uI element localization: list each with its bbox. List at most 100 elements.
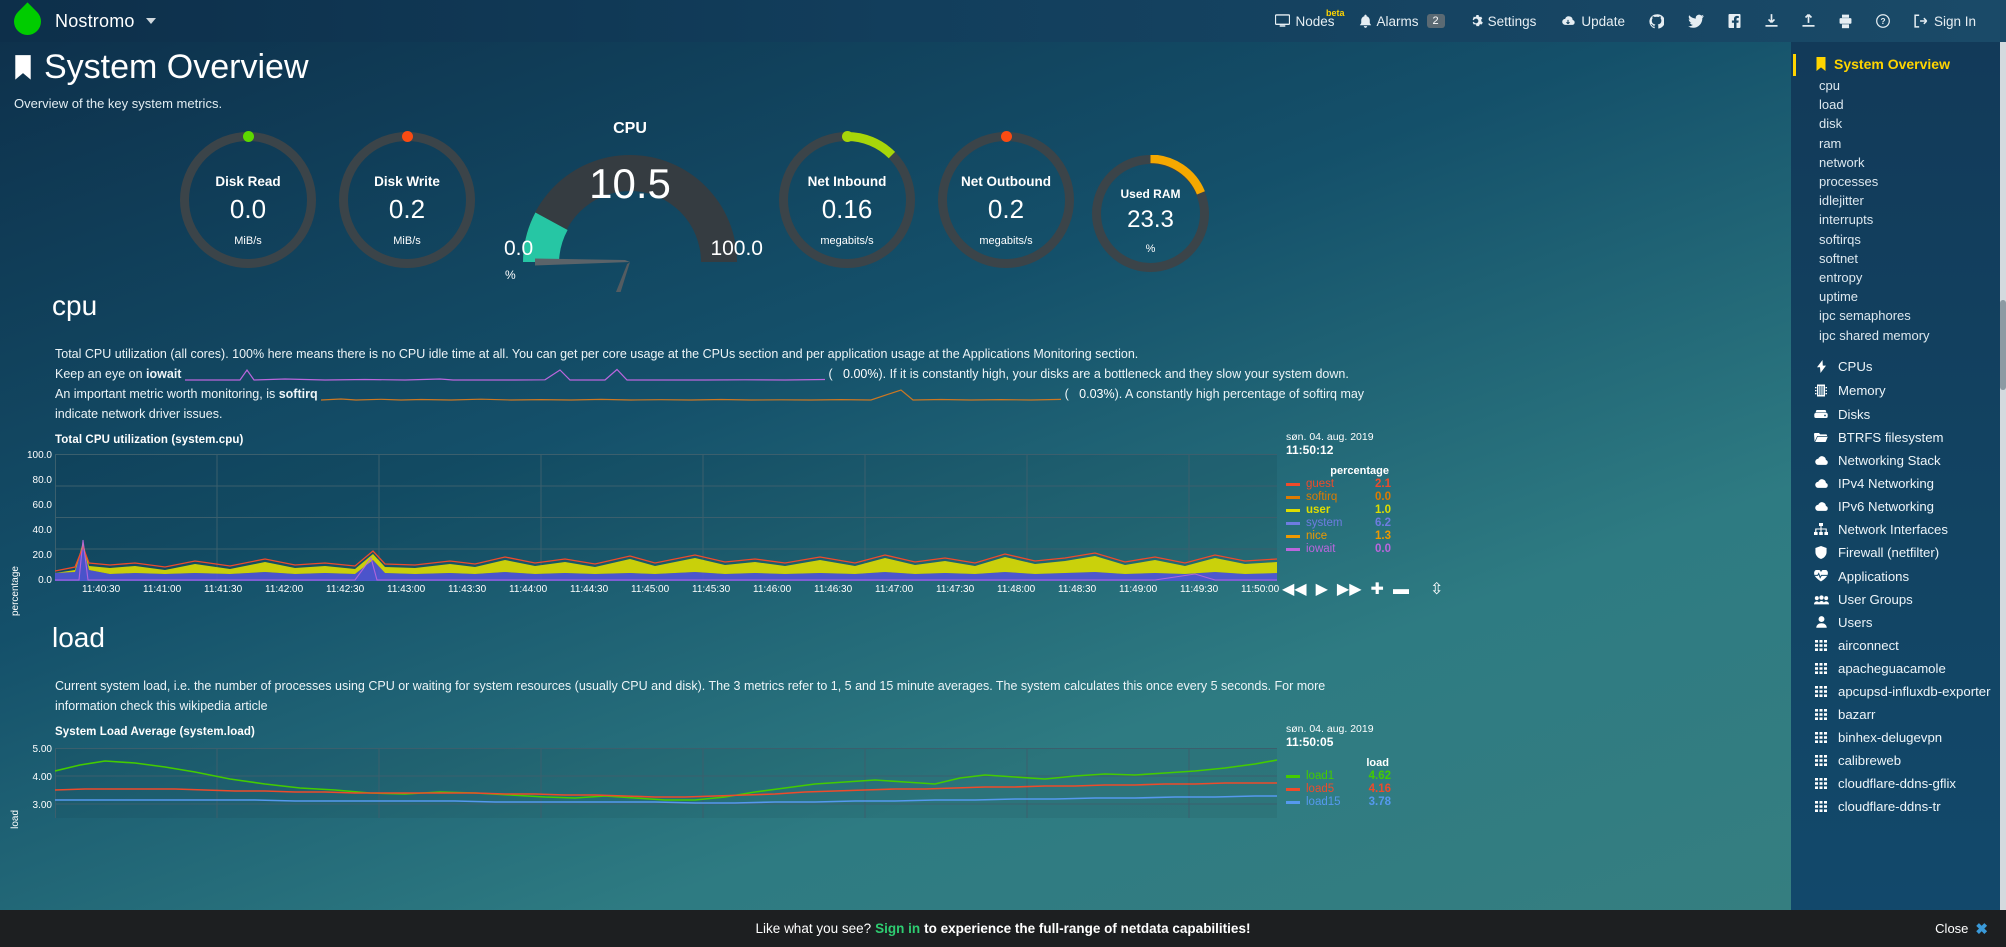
x-tick-13: 11:47:00 <box>875 584 914 595</box>
sidebar-item-users[interactable]: Users <box>1791 612 2006 635</box>
sidebar-item-entropy[interactable]: entropy <box>1819 270 1863 286</box>
sidebar-section-system-overview[interactable]: System Overview <box>1793 54 2006 76</box>
sidebar-item-softnet[interactable]: softnet <box>1819 250 1859 266</box>
sidebar-item-softirqs[interactable]: softirqs <box>1819 231 1861 247</box>
sidebar-item-ram[interactable]: ram <box>1819 135 1842 151</box>
legend-item-load5[interactable]: load5 4.16 <box>1286 783 1391 795</box>
nav-item-export[interactable] <box>1790 10 1827 33</box>
sidebar-item-network-interfaces[interactable]: Network Interfaces <box>1791 519 2006 542</box>
nav-item-nodes[interactable]: Nodes beta <box>1263 8 1346 33</box>
nav-item-twitter[interactable] <box>1676 10 1716 32</box>
legend-name: nice <box>1306 530 1328 542</box>
sidebar-item-ipc-shared-memory[interactable]: ipc shared memory <box>1819 327 1930 343</box>
sidebar-item-idlejitter[interactable]: idlejitter <box>1819 193 1864 209</box>
sidebar-item-networking-stack[interactable]: Networking Stack <box>1791 450 2006 473</box>
sidebar-item-cpu[interactable]: cpu <box>1819 78 1840 93</box>
gauge-net-inbound[interactable]: Net Inbound 0.16 megabits/s <box>779 131 915 268</box>
banner-signin-link[interactable]: Sign in <box>875 921 921 936</box>
sidebar-item-disk[interactable]: disk <box>1819 116 1843 132</box>
gauge-title: Net Inbound <box>807 174 887 189</box>
nav-item-help[interactable]: ? <box>1864 10 1902 32</box>
sidebar-item-binhex-delugevpn[interactable]: binhex-delugevpn <box>1791 727 2006 750</box>
sidebar-item-cpus[interactable]: CPUs <box>1791 356 2006 380</box>
nav-item-settings[interactable]: Settings <box>1457 10 1549 33</box>
nav-item-facebook[interactable] <box>1716 10 1753 32</box>
forward-icon[interactable]: ▶▶ <box>1336 581 1362 598</box>
legend-item-user[interactable]: user 1.0 <box>1286 504 1391 516</box>
iowait-sparkline <box>184 368 825 381</box>
sidebar-scrollbar-track[interactable] <box>2000 42 2006 947</box>
sidebar-item-label: Network Interfaces <box>1838 521 1948 537</box>
sidebar-item-airconnect[interactable]: airconnect <box>1791 635 2006 658</box>
sidebar-inner: System Overview cpu load disk ram networ… <box>1791 42 2006 819</box>
close-icon[interactable]: ✖ <box>1975 920 1988 938</box>
banner-close-button[interactable]: Close ✖ <box>1935 920 1988 938</box>
rewind-icon[interactable]: ◀◀ <box>1282 581 1307 598</box>
brand[interactable]: Nostromo <box>0 1 156 41</box>
sidebar-item-apacheguacamole[interactable]: apacheguacamole <box>1791 658 2006 681</box>
sidebar-item-ipv6-networking[interactable]: IPv6 Networking <box>1791 496 2006 519</box>
chart-system-load[interactable]: System Load Average (system.load) load 5… <box>0 723 1395 846</box>
legend-item-iowait[interactable]: iowait 0.0 <box>1286 543 1391 555</box>
nav-item-import[interactable] <box>1753 10 1790 33</box>
gauge-disk-write[interactable]: Disk Write 0.2 MiB/s <box>339 131 475 268</box>
page-title: System Overview <box>44 48 309 86</box>
sidebar-item-ipc-semaphores[interactable]: ipc semaphores <box>1819 308 1911 324</box>
th-icon <box>1813 777 1829 793</box>
chart-plot-area[interactable] <box>55 454 1277 581</box>
legend-item-softirq[interactable]: softirq 0.0 <box>1286 491 1391 503</box>
sidebar-scrollbar-thumb[interactable] <box>2000 300 2006 390</box>
sidebar-item-interrupts[interactable]: interrupts <box>1819 212 1874 228</box>
bell-icon <box>1359 14 1371 28</box>
play-icon[interactable]: ▶ <box>1315 581 1328 598</box>
legend-item-load1[interactable]: load1 4.62 <box>1286 770 1391 782</box>
chart-system-cpu[interactable]: Total CPU utilization (system.cpu) perce… <box>0 431 1443 616</box>
legend-item-guest[interactable]: guest 2.1 <box>1286 478 1391 490</box>
gauge-used-ram[interactable]: Used RAM 23.3 % <box>1092 155 1209 272</box>
resize-icon[interactable]: ⇳ <box>1429 581 1444 598</box>
sidebar-item-cloudflare-ddns-gflix[interactable]: cloudflare-ddns-gflix <box>1791 773 2006 796</box>
legend-item-system[interactable]: system 6.2 <box>1286 517 1391 529</box>
nav-item-update[interactable]: Update <box>1548 10 1637 33</box>
cpu-info-2-post: ). If it is constantly high, your disks … <box>878 367 1349 381</box>
nav-item-github[interactable] <box>1637 10 1676 33</box>
nav-item-signin[interactable]: Sign In <box>1902 10 1988 33</box>
sidebar-item-uptime[interactable]: uptime <box>1819 289 1859 305</box>
sidebar-item-disks[interactable]: Disks <box>1791 404 2006 427</box>
chart-plot-area[interactable] <box>55 748 1277 818</box>
nav-item-print[interactable] <box>1827 10 1864 33</box>
sidebar-item-cloudflare-ddns-tr[interactable]: cloudflare-ddns-tr <box>1791 796 2006 819</box>
chart-x-axis: 11:40:30 11:41:00 11:41:30 11:42:00 11:4… <box>55 584 1279 598</box>
y-tick-100: 100.0 <box>26 450 52 461</box>
sidebar-item-btrfs-filesystem[interactable]: BTRFS filesystem <box>1791 427 2006 450</box>
sidebar-item-load[interactable]: load <box>1819 97 1844 113</box>
zoom-out-icon[interactable]: ▬ <box>1392 581 1409 598</box>
zoom-in-icon[interactable]: ✚ <box>1370 581 1384 598</box>
sidebar-item-user-groups[interactable]: User Groups <box>1791 589 2006 612</box>
gauge-cpu[interactable]: CPU 10.5 0.0 100.0 % <box>504 120 763 292</box>
sidebar-item-apcupsd-influxdb-exporter[interactable]: apcupsd-influxdb-exporter <box>1791 681 2006 704</box>
sidebar-item-label: Networking Stack <box>1838 452 1941 468</box>
sidebar-item-memory[interactable]: Memory <box>1791 380 2006 404</box>
legend-swatch <box>1286 800 1300 804</box>
gauge-net-outbound[interactable]: Net Outbound 0.2 megabits/s <box>938 131 1074 268</box>
sidebar-item-ipv4-networking[interactable]: IPv4 Networking <box>1791 473 2006 496</box>
gauge-value: 0.2 <box>388 194 426 224</box>
th-icon <box>1813 800 1829 816</box>
legend-item-nice[interactable]: nice 1.3 <box>1286 530 1391 542</box>
sidebar-item-processes[interactable]: processes <box>1819 174 1879 190</box>
sidebar-item-applications[interactable]: Applications <box>1791 566 2006 589</box>
legend-item-load15[interactable]: load15 3.78 <box>1286 796 1391 808</box>
sidebar-item-calibreweb[interactable]: calibreweb <box>1791 750 2006 773</box>
nav-item-alarms[interactable]: Alarms 2 <box>1347 10 1457 33</box>
th-icon <box>1813 731 1829 747</box>
sidebar-item-network[interactable]: network <box>1819 154 1865 170</box>
chevron-down-icon[interactable] <box>145 18 156 24</box>
sidebar-item-bazarr[interactable]: bazarr <box>1791 704 2006 727</box>
gauge-indicator-dot <box>842 131 853 142</box>
sidebar-item-label: binhex-delugevpn <box>1838 729 1943 745</box>
sidebar-item-firewall-netfilter[interactable]: Firewall (netfilter) <box>1791 542 2006 566</box>
gauge-disk-read[interactable]: Disk Read 0.0 MiB/s <box>180 131 316 268</box>
chart-controls-cpu[interactable]: ◀◀ ▶ ▶▶ ✚ ▬ ⇳ <box>1282 582 1443 598</box>
signin-banner: Like what you see? Sign in to experience… <box>0 910 2006 947</box>
